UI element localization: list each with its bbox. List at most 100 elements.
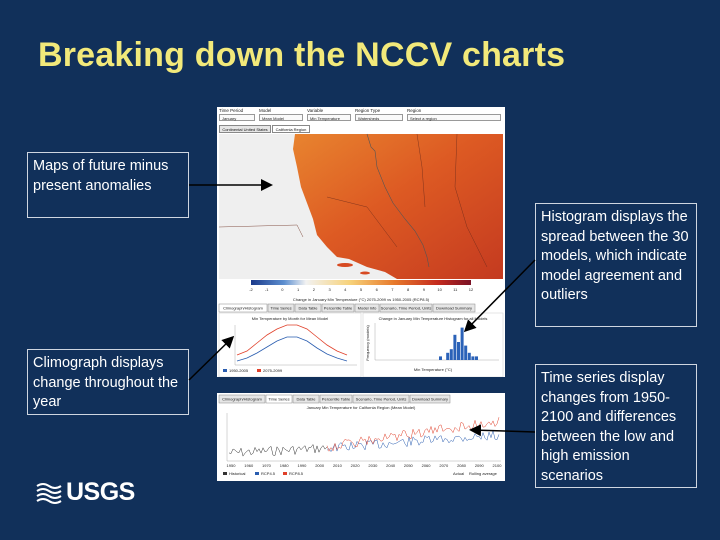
ts-tab[interactable] (265, 394, 293, 404)
timeseries-tabs: Climograph/Histogram Time Series Data Tabl… (218, 394, 451, 404)
ts-tab[interactable] (409, 394, 451, 404)
climograph-title: Min Temperature by Month for Mean Model (252, 316, 329, 321)
time-period-label: Time Period (219, 108, 244, 113)
ts-tab[interactable] (218, 394, 266, 404)
ts-tab[interactable] (352, 394, 410, 404)
chart-tabs: Climograph/Histogram Time Series Data Tabl… (218, 303, 476, 313)
ts-x-tick: 1980 (280, 463, 290, 468)
ts-x-tick: 2090 (475, 463, 485, 468)
ts-x-tick: 1950 (227, 463, 237, 468)
map-legend-tick: 6 (376, 287, 379, 292)
map-legend-tick: 9 (423, 287, 426, 292)
nccv-screenshot: Time Period January Model Mean Model Var… (217, 107, 505, 377)
time-period-select[interactable]: January (219, 114, 255, 121)
map-legend-tick: 2 (313, 287, 316, 292)
ts-x-tick: 2030 (368, 463, 378, 468)
ts-x-tick: 2020 (351, 463, 361, 468)
map-legend-tick: 11 (453, 287, 458, 292)
histogram-bar (446, 352, 450, 360)
timeseries-historical-line (228, 443, 328, 457)
chart-tab[interactable] (267, 303, 295, 313)
histogram-bar (439, 356, 442, 360)
map-legend-bar (251, 280, 471, 285)
timeseries-title: January Min Temperature for California R… (307, 405, 416, 410)
map-legend-tick: -1 (265, 287, 269, 292)
map-legend-ticks: -2 -1 0 1 2 3 4 5 6 7 8 9 10 11 12 (249, 287, 474, 292)
chart-tab[interactable] (354, 303, 380, 313)
arrow-climograph (188, 335, 235, 381)
timeseries-x-ticks: 1950 1960 1970 1980 1990 2000 2010 2020 2030 2040… (227, 463, 503, 468)
variable-label: Variable (307, 108, 324, 113)
ts-tab-label: Time Series (268, 397, 289, 402)
map-legend-caption: Change in January Min Temperature (°C) 2… (293, 297, 430, 302)
arrow-timeseries (469, 424, 536, 437)
timeseries-rcp45-line (326, 430, 500, 453)
histogram-title: Change in January Min Temperature Histog… (379, 316, 488, 321)
usgs-logo-text: USGS (66, 478, 135, 506)
model-label: Model (259, 108, 272, 113)
callout-timeseries: Time series display changes from 1950-21… (535, 364, 697, 488)
ts-x-tick: 1970 (262, 463, 272, 468)
chart-tab-label: Download Summary (436, 306, 472, 311)
chart-tab-label: Time Series (270, 306, 291, 311)
chart-tab-label: Model Info (358, 306, 377, 311)
chart-tab[interactable] (379, 303, 433, 313)
callout-climograph: Climograph displays change throughout th… (27, 349, 189, 415)
arrow-histogram (463, 259, 536, 333)
chart-tab[interactable] (321, 303, 355, 313)
model-select[interactable]: Mean Model (259, 114, 303, 121)
histogram-bars (439, 327, 478, 360)
chart-tab-label: Scenario, Time Period, Units (381, 306, 432, 311)
callout-histogram: Histogram displays the spread between th… (535, 203, 697, 327)
histogram-bar (449, 349, 453, 360)
histogram-bar (467, 352, 471, 360)
ts-legend-rcp85: RCP8.5 (289, 471, 304, 476)
map-legend-tick: 7 (391, 287, 394, 292)
chart-tab[interactable] (218, 303, 268, 313)
climograph-legend-baseline: 1950-2005 (229, 368, 249, 373)
tab-continental-us[interactable]: Continental United States (219, 125, 271, 133)
region-label: Region (407, 108, 422, 113)
ts-x-tick: 1960 (244, 463, 254, 468)
histogram-xlabel: Min Temperature (°C) (414, 367, 453, 372)
ts-tab[interactable] (319, 394, 353, 404)
ts-x-tick: 2010 (333, 463, 343, 468)
california-heat-map (293, 134, 503, 279)
map-legend-tick: 5 (360, 287, 363, 292)
ts-x-tick: 1990 (297, 463, 307, 468)
ts-legend-rolling: Rolling average (469, 471, 498, 476)
histogram-bar (464, 345, 468, 360)
chart-tab-label: Data Table (298, 306, 318, 311)
ts-tab-label: Data Table (296, 397, 316, 402)
histogram-bar (471, 356, 475, 360)
histogram-ylabel: Frequency (models) (365, 325, 370, 361)
tab-california-region[interactable]: California Region (272, 125, 310, 133)
histogram-bar (457, 342, 460, 360)
ts-x-tick: 2060 (422, 463, 432, 468)
variable-select[interactable]: Min Temperature (307, 114, 351, 121)
slide-title: Breaking down the NCCV charts (38, 36, 566, 74)
map-legend-tick: 10 (437, 287, 442, 292)
histogram-bar (453, 334, 457, 360)
usgs-wave-icon (36, 482, 62, 504)
ts-x-tick: 2100 (493, 463, 503, 468)
chart-tab-label: Percentile Table (324, 306, 353, 311)
ts-x-tick: 2000 (315, 463, 325, 468)
map-and-charts: -2 -1 0 1 2 3 4 5 6 7 8 9 10 11 12 Change in January M… (218, 133, 504, 377)
map-legend-tick: 0 (281, 287, 284, 292)
climograph-legend-future: 2075-2099 (263, 368, 283, 373)
chart-tab[interactable] (294, 303, 322, 313)
chart-tab[interactable] (432, 303, 476, 313)
region-select[interactable]: Select a region (407, 114, 501, 121)
histogram-bar (475, 356, 478, 360)
usgs-logo: USGS (36, 478, 135, 507)
ts-tab-label: Scenario, Time Period, Units (356, 397, 407, 402)
ts-legend-historical: Historical (229, 471, 246, 476)
map-legend-tick: 4 (344, 287, 347, 292)
ts-tab[interactable] (292, 394, 320, 404)
ts-tab-label: Climograph/Histogram (222, 397, 262, 402)
ts-tab-label: Download Summary (412, 397, 448, 402)
region-type-select[interactable]: Watersheds (355, 114, 403, 121)
histogram-bar (460, 327, 464, 360)
